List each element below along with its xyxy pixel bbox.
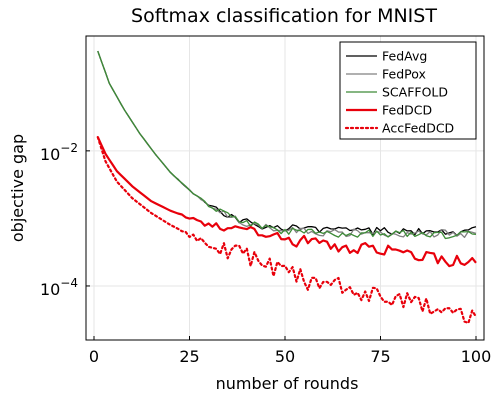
x-tick-label: 0	[89, 347, 99, 366]
x-tick-label: 50	[275, 347, 295, 366]
x-tick-label: 75	[370, 347, 390, 366]
x-tick-label: 100	[461, 347, 492, 366]
legend-label: AccFedDCD	[382, 121, 454, 136]
x-axis-ticks: 0 25 50 75 100	[89, 336, 491, 366]
series-line-feddcd	[96, 136, 477, 268]
plot-series	[96, 50, 478, 324]
y-tick-label: 10−4	[40, 276, 78, 299]
legend-box	[339, 41, 477, 140]
legend-label: FedDCD	[382, 103, 432, 118]
legend-label: FedPox	[382, 67, 426, 82]
series-line-accfeddcd	[96, 136, 478, 324]
y-axis-label: objective gap	[8, 134, 27, 242]
x-tick-label: 25	[179, 347, 199, 366]
legend: FedAvg FedPox SCAFFOLD FedDCD AccFedDCD	[339, 41, 477, 140]
y-tick-label: 10−2	[40, 141, 78, 164]
legend-label: SCAFFOLD	[382, 85, 448, 100]
x-axis-label: number of rounds	[216, 374, 359, 393]
y-axis-ticks: 10−2 10−4	[40, 141, 90, 299]
legend-label: FedAvg	[382, 49, 427, 64]
chart-title: Softmax classification for MNIST	[131, 5, 437, 27]
series-line-scaffold	[97, 50, 477, 240]
